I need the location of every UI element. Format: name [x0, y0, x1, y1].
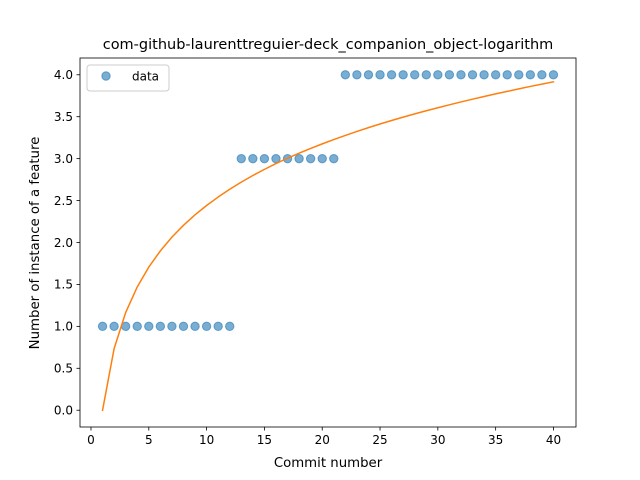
data-point: [444, 70, 455, 80]
x-tick-label: 25: [372, 433, 387, 447]
y-tick-label: 1.0: [54, 320, 73, 334]
data-point: [305, 153, 316, 164]
data-point: [375, 70, 385, 80]
data-point: [248, 153, 258, 164]
data-point: [201, 321, 212, 332]
data-point: [155, 321, 166, 332]
data-point: [259, 153, 270, 164]
data-point: [178, 321, 189, 332]
plot-frame: [79, 57, 577, 428]
data-point: [109, 321, 119, 332]
data-point: [213, 321, 223, 332]
x-tick-label: 10: [199, 433, 214, 447]
data-point: [502, 70, 512, 80]
data-point: [340, 70, 351, 80]
x-tick-label: 5: [145, 433, 153, 447]
x-tick-label: 20: [315, 433, 330, 447]
data-point: [410, 70, 420, 80]
y-tick-label: 3.0: [54, 152, 73, 166]
x-tick-label: 35: [488, 433, 503, 447]
data-point: [421, 70, 431, 80]
data-point: [294, 153, 304, 164]
data-point: [456, 70, 466, 80]
chart-title: com-github-laurenttreguier-deck_companio…: [103, 37, 554, 53]
data-point: [225, 321, 235, 332]
legend-label: data: [132, 69, 159, 83]
x-tick-label: 40: [546, 433, 561, 447]
axes: 0 5 10 15 20 25 30 35 40 0.0 0.5 1.0 1.5 2.0 2.5 3.0 3.5…: [54, 57, 577, 447]
data-point: [479, 70, 489, 80]
y-tick-label: 2.5: [54, 194, 73, 208]
data-point: [352, 70, 362, 80]
x-axis-label: Commit number: [274, 456, 383, 471]
y-tick-label: 1.5: [54, 278, 73, 292]
data-point: [467, 70, 478, 80]
data-point: [132, 321, 142, 332]
data-point: [386, 70, 397, 80]
y-tick-label: 4.0: [54, 68, 73, 82]
data-point: [97, 321, 108, 332]
y-tick-label: 3.5: [54, 110, 73, 124]
data-point: [317, 153, 327, 164]
data-point: [548, 70, 559, 80]
x-tick-label: 30: [430, 433, 445, 447]
legend-box: [86, 64, 170, 92]
x-tick-label: 0: [87, 433, 95, 447]
data-point: [329, 153, 339, 164]
data-point: [167, 321, 177, 332]
data-point: [537, 70, 547, 80]
plot-area: [97, 70, 559, 412]
data-point: [144, 321, 154, 332]
data-point: [490, 70, 501, 80]
data-point: [363, 70, 374, 80]
legend-marker: [101, 71, 111, 81]
data-point: [525, 70, 536, 80]
y-tick-label: 0.0: [54, 404, 73, 418]
y-tick-label: 0.5: [54, 362, 73, 376]
legend: data: [86, 64, 170, 92]
fit-line: [101, 80, 555, 412]
y-axis-label: Number of instance of a feature: [28, 137, 43, 350]
data-point: [433, 70, 443, 80]
x-tick-label: 15: [257, 433, 272, 447]
data-point: [398, 70, 408, 80]
data-point: [514, 70, 524, 80]
y-tick-label: 2.0: [54, 236, 73, 250]
data-point: [190, 321, 200, 332]
data-point: [236, 153, 246, 164]
